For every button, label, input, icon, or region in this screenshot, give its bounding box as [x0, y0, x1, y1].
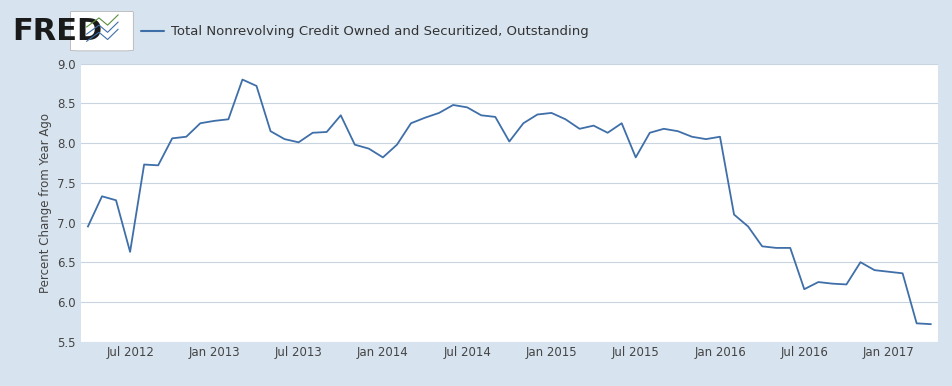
- FancyBboxPatch shape: [70, 11, 133, 51]
- Text: FRED: FRED: [12, 17, 103, 46]
- Text: Total Nonrevolving Credit Owned and Securitized, Outstanding: Total Nonrevolving Credit Owned and Secu…: [171, 25, 589, 37]
- Y-axis label: Percent Change from Year Ago: Percent Change from Year Ago: [39, 113, 51, 293]
